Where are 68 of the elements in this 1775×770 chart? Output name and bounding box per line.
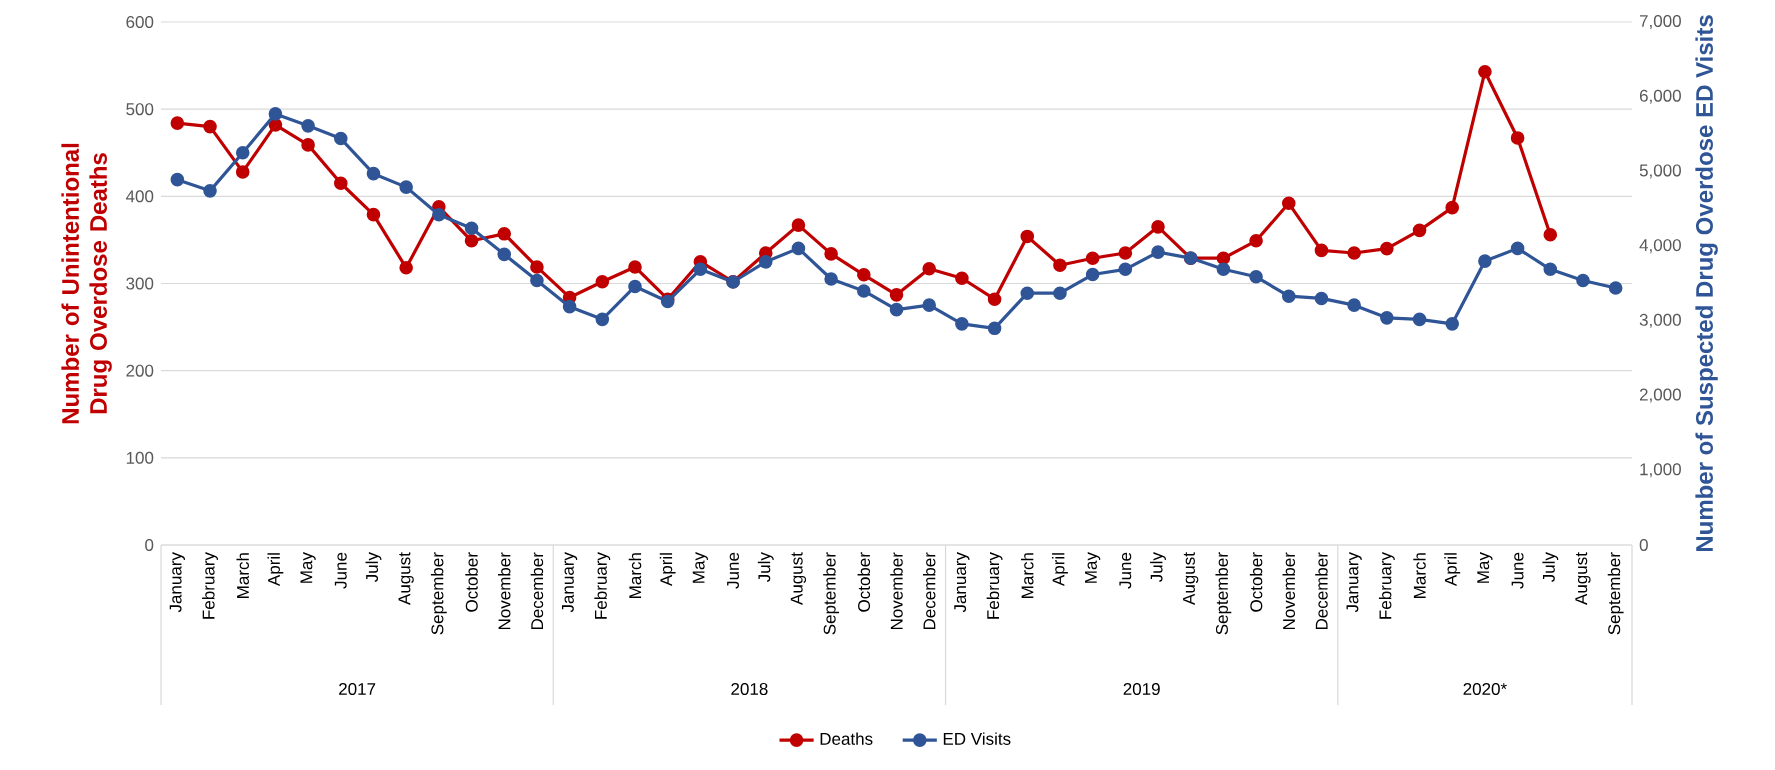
y2-tick-label: 4,000 xyxy=(1639,239,1681,254)
x-tick-label: October xyxy=(857,552,871,612)
y-axis-title: Number of Unintentional Drug Overdose Deaths xyxy=(61,143,112,424)
y-tick-label: 200 xyxy=(126,364,154,377)
y2-tick-label: 5,000 xyxy=(1639,164,1681,179)
text: 2018 xyxy=(731,683,768,696)
x-tick-label: May xyxy=(692,552,708,583)
x-tick-label: August xyxy=(790,552,807,605)
x-tick-label: December xyxy=(922,552,936,630)
y2-tick-label: 6,000 xyxy=(1639,89,1681,104)
x-tick-label: May xyxy=(300,552,316,583)
x-tick-label: August xyxy=(398,552,414,605)
legend-label: ED Visits xyxy=(943,732,1011,745)
y-tick-label: 600 xyxy=(126,16,154,29)
x-tick-label: July xyxy=(365,552,382,583)
legend-label: Deaths xyxy=(820,732,873,745)
x-tick-label: October xyxy=(1249,552,1263,612)
x-tick-label: December xyxy=(1315,552,1328,630)
x-tick-label: September xyxy=(1215,552,1232,635)
y-tick-label: 400 xyxy=(125,190,154,203)
y2-axis-title: Number of Suspected Drug Overdose ED Visits xyxy=(1695,15,1718,552)
x-tick-label: April xyxy=(1444,553,1461,587)
x-tick-label: August xyxy=(1575,552,1591,605)
y2-tick-label: 2,000 xyxy=(1639,388,1681,403)
y-tick-label: 100 xyxy=(126,451,154,464)
x-tick-label: July xyxy=(1150,552,1166,583)
x-tick-label: March xyxy=(1413,553,1426,598)
y2-tick-label: 1,000 xyxy=(1640,463,1681,478)
x-tick-label: June xyxy=(334,552,347,589)
x-tick-label: September xyxy=(430,552,447,635)
x-tick-label: July xyxy=(757,552,774,583)
x-tick-label: February xyxy=(594,552,611,619)
x-tick-label: March xyxy=(236,553,249,598)
x-tick-label: February xyxy=(202,552,218,619)
x-tick-label: May xyxy=(1085,552,1101,583)
x-tick-label: January xyxy=(562,552,578,613)
x-tick-label: August xyxy=(1183,552,1199,605)
x-tick-label: September xyxy=(1607,552,1624,635)
x-tick-label: June xyxy=(1119,552,1132,589)
text: 2020* xyxy=(1463,683,1507,696)
x-tick-label: December xyxy=(530,552,544,630)
x-tick-label: March xyxy=(1021,553,1034,598)
y2-tick-label: 3,000 xyxy=(1639,313,1681,328)
x-tick-label: January xyxy=(954,552,970,613)
x-tick-label: November xyxy=(1282,552,1296,630)
y2-tick-label: 7,000 xyxy=(1639,14,1681,30)
x-tick-label: June xyxy=(727,552,739,589)
x-tick-label: January xyxy=(169,552,185,613)
y-tick-label: 300 xyxy=(126,277,154,290)
x-tick-label: September xyxy=(823,552,840,635)
y-tick-label: 500 xyxy=(126,103,154,116)
text: 2017 xyxy=(339,683,376,696)
x-tick-label: November xyxy=(890,552,903,630)
x-tick-label: October xyxy=(465,552,478,612)
x-tick-label: April xyxy=(659,553,676,587)
x-tick-label: January xyxy=(1346,552,1362,613)
y-tick-label: 0 xyxy=(145,538,154,552)
y2-tick-label: 0 xyxy=(1639,538,1648,552)
x-tick-label: July xyxy=(1542,552,1559,583)
text: 2019 xyxy=(1123,683,1160,696)
x-tick-label: February xyxy=(1378,552,1395,619)
x-tick-label: June xyxy=(1511,552,1524,589)
x-tick-label: April xyxy=(1052,553,1068,587)
x-tick-label: February xyxy=(986,552,1003,619)
x-tick-label: November xyxy=(497,552,511,630)
x-tick-label: March xyxy=(628,553,642,598)
x-tick-label: April xyxy=(267,553,284,587)
x-tick-label: May xyxy=(1477,552,1493,583)
